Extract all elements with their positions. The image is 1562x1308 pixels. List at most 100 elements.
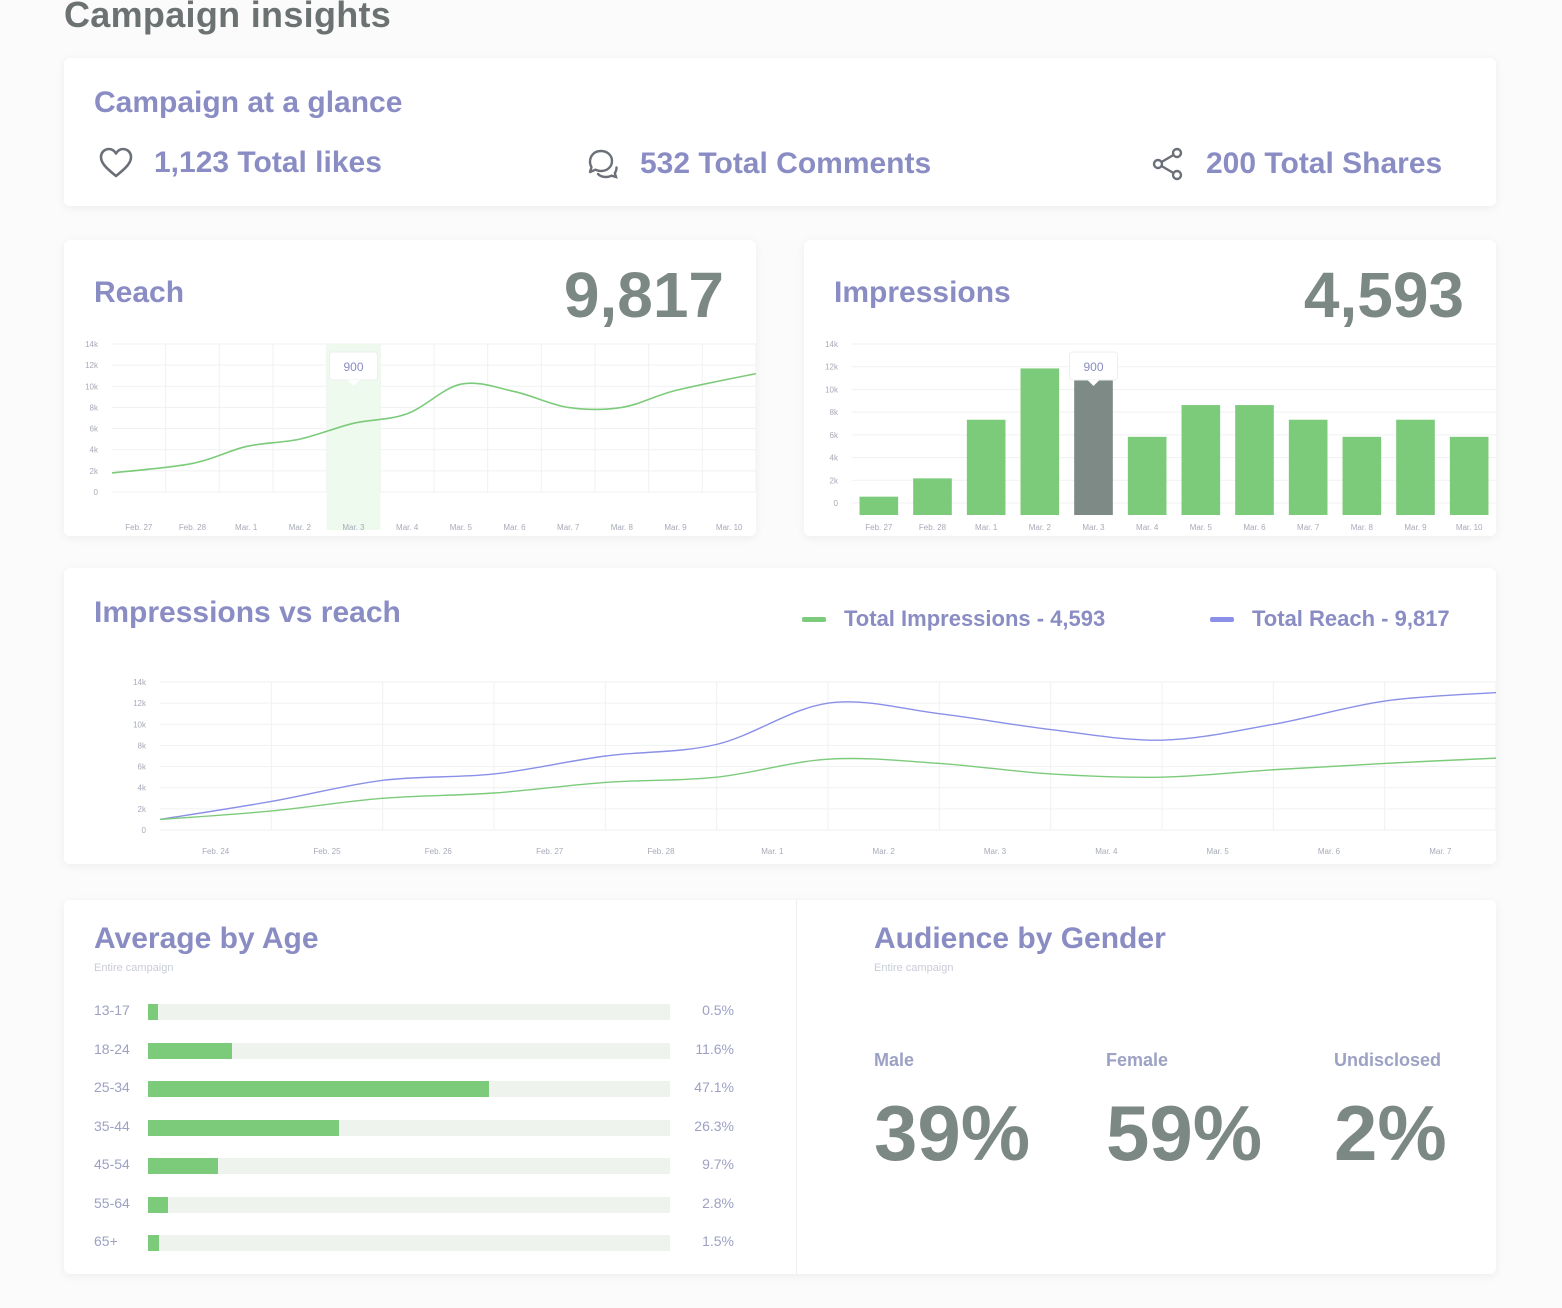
heart-icon [99,147,133,178]
y-tick-label: 14k [85,340,99,349]
y-tick-label: 8k [138,741,147,750]
age-label: 35-44 [94,1117,130,1134]
age-value: 0.5% [702,1002,734,1018]
legend-reach: Total Reach - 9,817 [1210,606,1450,632]
y-tick-label: 10k [85,382,99,391]
shares-stat: 200 Total Shares [1150,146,1442,182]
legend-reach-swatch [1210,616,1234,622]
x-tick-label: Mar. 2 [1029,523,1052,532]
x-tick-label: Feb. 28 [647,847,675,856]
age-bar [148,1235,159,1251]
x-tick-label: Mar. 9 [664,523,687,532]
age-value: 9.7% [702,1156,734,1172]
impression-bar [1020,368,1060,515]
age-bar [148,1158,219,1174]
x-tick-label: Mar. 1 [975,523,998,532]
impression-bar [1396,419,1435,515]
age-track [148,1196,670,1213]
age-track [148,1004,670,1020]
x-tick-label: Mar. 4 [1095,847,1118,856]
tooltip-label: 900 [343,360,363,374]
impression-bar [1181,405,1221,515]
y-tick-label: 0 [94,488,99,497]
x-tick-label: Feb. 26 [425,847,453,856]
x-tick-label: Feb. 25 [313,847,341,856]
demographics-card: Average by Age Entire campaign 13-17 0.5%… [64,900,1496,1274]
glance-title: Campaign at a glance [94,86,403,119]
x-tick-label: Feb. 27 [865,523,893,532]
age-row: 18-24 11.6% [94,1039,734,1061]
age-label: 65+ [94,1233,118,1249]
age-row: 65+ 1.5% [94,1231,734,1253]
age-value: 2.8% [702,1194,734,1211]
male-label: Male [874,1050,915,1070]
y-tick-label: 12k [133,699,147,708]
x-tick-label: Feb. 28 [919,523,947,532]
age-value: 47.1% [694,1079,734,1095]
impressions-title: Impressions [834,276,1011,309]
impressions-series-line [159,757,1496,821]
x-tick-label: Mar. 3 [984,847,1007,856]
y-tick-label: 2k [90,467,99,476]
x-tick-label: Mar. 8 [1351,523,1374,532]
y-tick-label: 10k [133,720,147,729]
y-tick-label: 0 [142,826,147,835]
y-tick-label: 12k [825,363,839,372]
gender-title: Audience by Gender [874,922,1166,955]
y-tick-label: 6k [830,431,839,440]
age-track [148,1235,670,1251]
age-title: Average by Age [94,922,319,955]
glance-card: Campaign at a glance 1,123 Total likes 5… [64,58,1496,206]
age-bar [148,1119,339,1136]
comment-icon [588,149,618,179]
x-tick-label: Mar. 4 [396,523,419,532]
reach-card: Reach 9,817 0 2k 4k 6k 8k 10k 12k 14k 900 Feb. 27… [64,240,756,536]
x-tick-label: Feb. 28 [179,523,207,532]
age-row: 55-64 2.8% [94,1193,734,1215]
age-subtitle: Entire campaign [94,962,174,974]
gender-subtitle: Entire campaign [874,962,954,974]
y-tick-label: 14k [825,340,839,349]
age-row: 35-44 26.3% [94,1116,734,1138]
y-tick-label: 10k [825,385,839,394]
impression-bar [966,419,1006,515]
x-tick-label: Mar. 5 [1190,523,1213,532]
female-label: Female [1106,1050,1169,1070]
y-tick-label: 0 [834,499,839,508]
y-tick-label: 8k [90,403,99,412]
ivr-title: Impressions vs reach [94,596,401,629]
female-value: 59% [1106,1089,1263,1177]
y-tick-label: 14k [133,678,147,687]
x-tick-label: Feb. 24 [202,847,230,856]
reach-title: Reach [94,276,185,309]
reach-line [111,372,756,474]
impression-bar [859,496,899,515]
reach-chart: 0 2k 4k 6k 8k 10k 12k 14k 900 Feb. 27 Feb. 28 Mar. … [85,340,756,532]
x-tick-label: Mar. 2 [873,847,896,856]
impressions-value: 4,593 [1303,259,1464,331]
age-label: 55-64 [94,1194,130,1211]
tooltip-label: 900 [1083,360,1103,374]
age-label: 13-17 [94,1002,130,1018]
age-track [148,1119,670,1136]
age-row: 25-34 47.1% [94,1077,734,1099]
reach-series-line [159,691,1496,821]
y-tick-label: 6k [138,763,147,772]
page-title: Campaign insights [64,0,392,35]
x-tick-label: Mar. 5 [450,523,473,532]
y-tick-label: 2k [830,476,839,485]
shares-label: 200 Total Shares [1206,147,1443,180]
ivr-chart: 0 2k 4k 6k 8k 10k 12k 14k Feb. 24 Feb. 25 Feb. 26 F… [133,678,1496,856]
x-tick-label: Mar. 1 [235,523,258,532]
age-value: 11.6% [695,1040,734,1057]
impression-bar [1288,419,1328,515]
y-tick-label: 4k [90,446,99,455]
x-tick-label: Mar. 8 [611,523,634,532]
age-bar [148,1196,169,1213]
x-tick-label: Mar. 5 [1207,847,1230,856]
legend-impressions: Total Impressions - 4,593 [802,606,1105,632]
age-bar [148,1004,159,1020]
age-track [148,1158,670,1174]
age-bar [148,1081,490,1097]
x-tick-label: Mar. 7 [557,523,580,532]
